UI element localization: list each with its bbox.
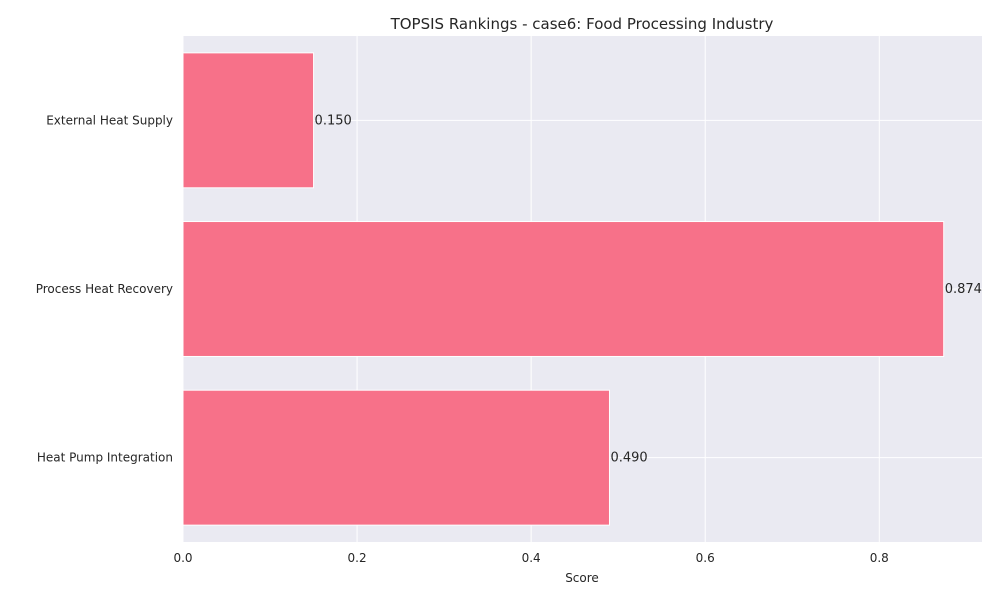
x-tick-label: 0.2 [348,551,367,565]
x-tick-label: 0.4 [522,551,541,565]
y-tick-label: Heat Pump Integration [37,451,173,465]
x-axis-label: Score [565,571,599,585]
value-labels: 0.490 0.874 0.150 [315,113,982,465]
bar [182,389,610,526]
bar-value-label: 0.150 [315,113,352,128]
bar-value-label: 0.874 [945,282,982,297]
x-tick-labels: 0.0 0.2 0.4 0.6 0.8 [173,551,888,565]
y-tick-labels: Heat Pump Integration Process Heat Recove… [36,113,173,464]
x-tick-label: 0.0 [173,551,192,565]
bar-value-label: 0.490 [610,451,647,466]
x-tick-label: 0.8 [870,551,889,565]
chart-title: TOPSIS Rankings - case6: Food Processing… [390,15,774,33]
bars [182,52,945,526]
y-tick-label: Process Heat Recovery [36,282,173,296]
x-tick-label: 0.6 [696,551,715,565]
bar [182,52,315,189]
bar [182,221,945,357]
y-tick-label: External Heat Supply [46,113,173,127]
